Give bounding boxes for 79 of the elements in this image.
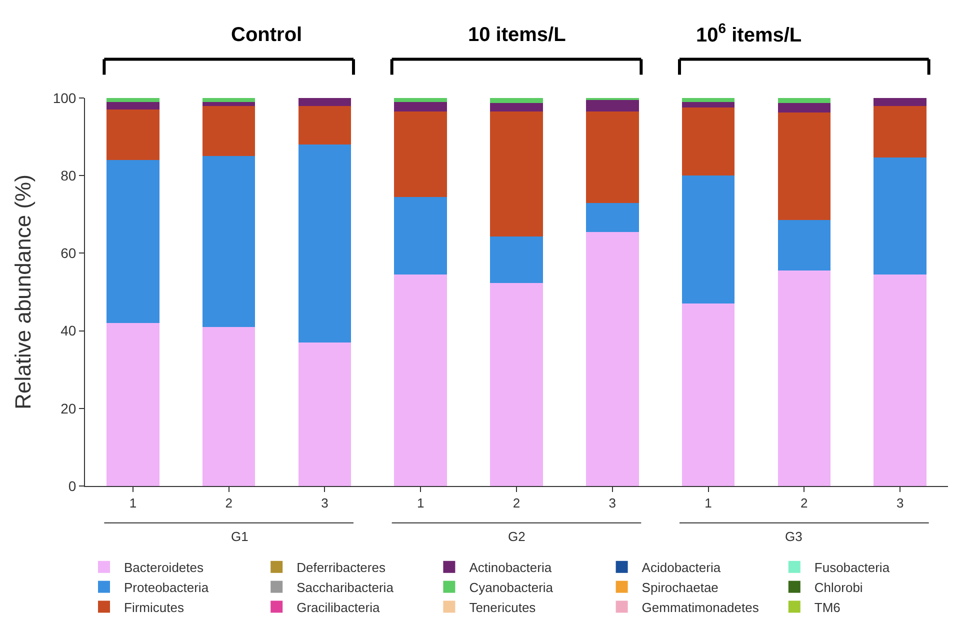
bar bbox=[778, 103, 831, 112]
bar bbox=[202, 156, 256, 327]
bar bbox=[490, 236, 543, 284]
x-tick-label: 2 bbox=[512, 496, 520, 511]
legend-label: Gemmatimonadetes bbox=[642, 600, 760, 615]
legend-label: Proteobacteria bbox=[124, 580, 210, 595]
bar bbox=[490, 103, 543, 112]
bar bbox=[682, 108, 735, 176]
x-tick-label: 1 bbox=[704, 496, 712, 511]
y-tick-label: 60 bbox=[60, 245, 76, 262]
y-axis-title: Relative abundance (%) bbox=[10, 174, 36, 410]
y-tick-label: 40 bbox=[60, 322, 76, 339]
bar bbox=[490, 98, 543, 104]
text: G2 bbox=[508, 529, 526, 544]
bar bbox=[490, 283, 543, 486]
bar bbox=[682, 98, 735, 102]
bar bbox=[106, 110, 160, 160]
legend-label: Acidobacteria bbox=[642, 560, 722, 575]
y-tick-label: 20 bbox=[60, 400, 76, 416]
y-tick-label: 80 bbox=[60, 168, 76, 184]
bar bbox=[202, 98, 256, 102]
legend-label: TM6 bbox=[814, 600, 840, 615]
bar bbox=[586, 100, 639, 112]
x-tick-label: 3 bbox=[896, 496, 904, 511]
bar bbox=[202, 102, 256, 106]
bar bbox=[778, 270, 831, 486]
bar bbox=[682, 176, 735, 304]
legend-label: Firmicutes bbox=[124, 600, 184, 615]
y-tick-label: 100 bbox=[52, 90, 76, 106]
bar bbox=[202, 326, 256, 486]
bar bbox=[298, 144, 352, 342]
text: Control bbox=[231, 24, 302, 46]
y-tick-label: 0 bbox=[68, 478, 76, 494]
legend-label: Chlorobi bbox=[814, 580, 863, 595]
bar bbox=[106, 102, 160, 110]
bar bbox=[298, 98, 352, 106]
bar bbox=[682, 304, 735, 486]
x-tick-label: 3 bbox=[608, 496, 616, 511]
bar bbox=[586, 112, 639, 203]
bar bbox=[586, 232, 639, 486]
text: 10 items/L bbox=[468, 24, 566, 46]
text: G3 bbox=[785, 529, 802, 544]
legend-label: Fusobacteria bbox=[814, 560, 890, 575]
legend-label: Deferribacteres bbox=[296, 560, 386, 575]
bar bbox=[874, 106, 926, 158]
bar bbox=[394, 196, 447, 275]
bar bbox=[106, 323, 160, 486]
bar bbox=[202, 106, 256, 156]
text: G1 bbox=[231, 529, 248, 544]
bar bbox=[682, 102, 735, 108]
bar bbox=[778, 220, 831, 271]
bar bbox=[874, 274, 926, 486]
legend-label: Spirochaetae bbox=[642, 580, 718, 595]
bar bbox=[106, 160, 160, 324]
bar bbox=[394, 112, 447, 197]
text: 10$^{6}$ items/L bbox=[696, 20, 802, 46]
legend-label: Actinobacteria bbox=[469, 560, 552, 575]
bar bbox=[586, 202, 639, 232]
bar bbox=[490, 112, 543, 237]
legend-label: Saccharibacteria bbox=[296, 580, 394, 595]
x-tick-label: 1 bbox=[129, 496, 137, 511]
legend-label: Cyanobacteria bbox=[469, 580, 554, 595]
bar bbox=[394, 102, 447, 112]
x-tick-label: 3 bbox=[321, 496, 328, 511]
bar bbox=[394, 274, 447, 486]
legend-label: Tenericutes bbox=[469, 600, 536, 615]
bar bbox=[394, 98, 447, 102]
bar bbox=[106, 98, 160, 102]
legend-label: Bacteroidetes bbox=[124, 560, 204, 575]
x-tick-label: 2 bbox=[225, 496, 232, 511]
legend-label: Gracilibacteria bbox=[296, 600, 380, 615]
bar bbox=[874, 157, 926, 275]
x-tick-label: 2 bbox=[800, 496, 808, 511]
bar bbox=[778, 112, 831, 220]
bar bbox=[778, 98, 831, 104]
bar bbox=[298, 106, 352, 145]
x-tick-label: 1 bbox=[416, 496, 424, 511]
bar bbox=[874, 98, 926, 106]
bar bbox=[298, 342, 352, 486]
